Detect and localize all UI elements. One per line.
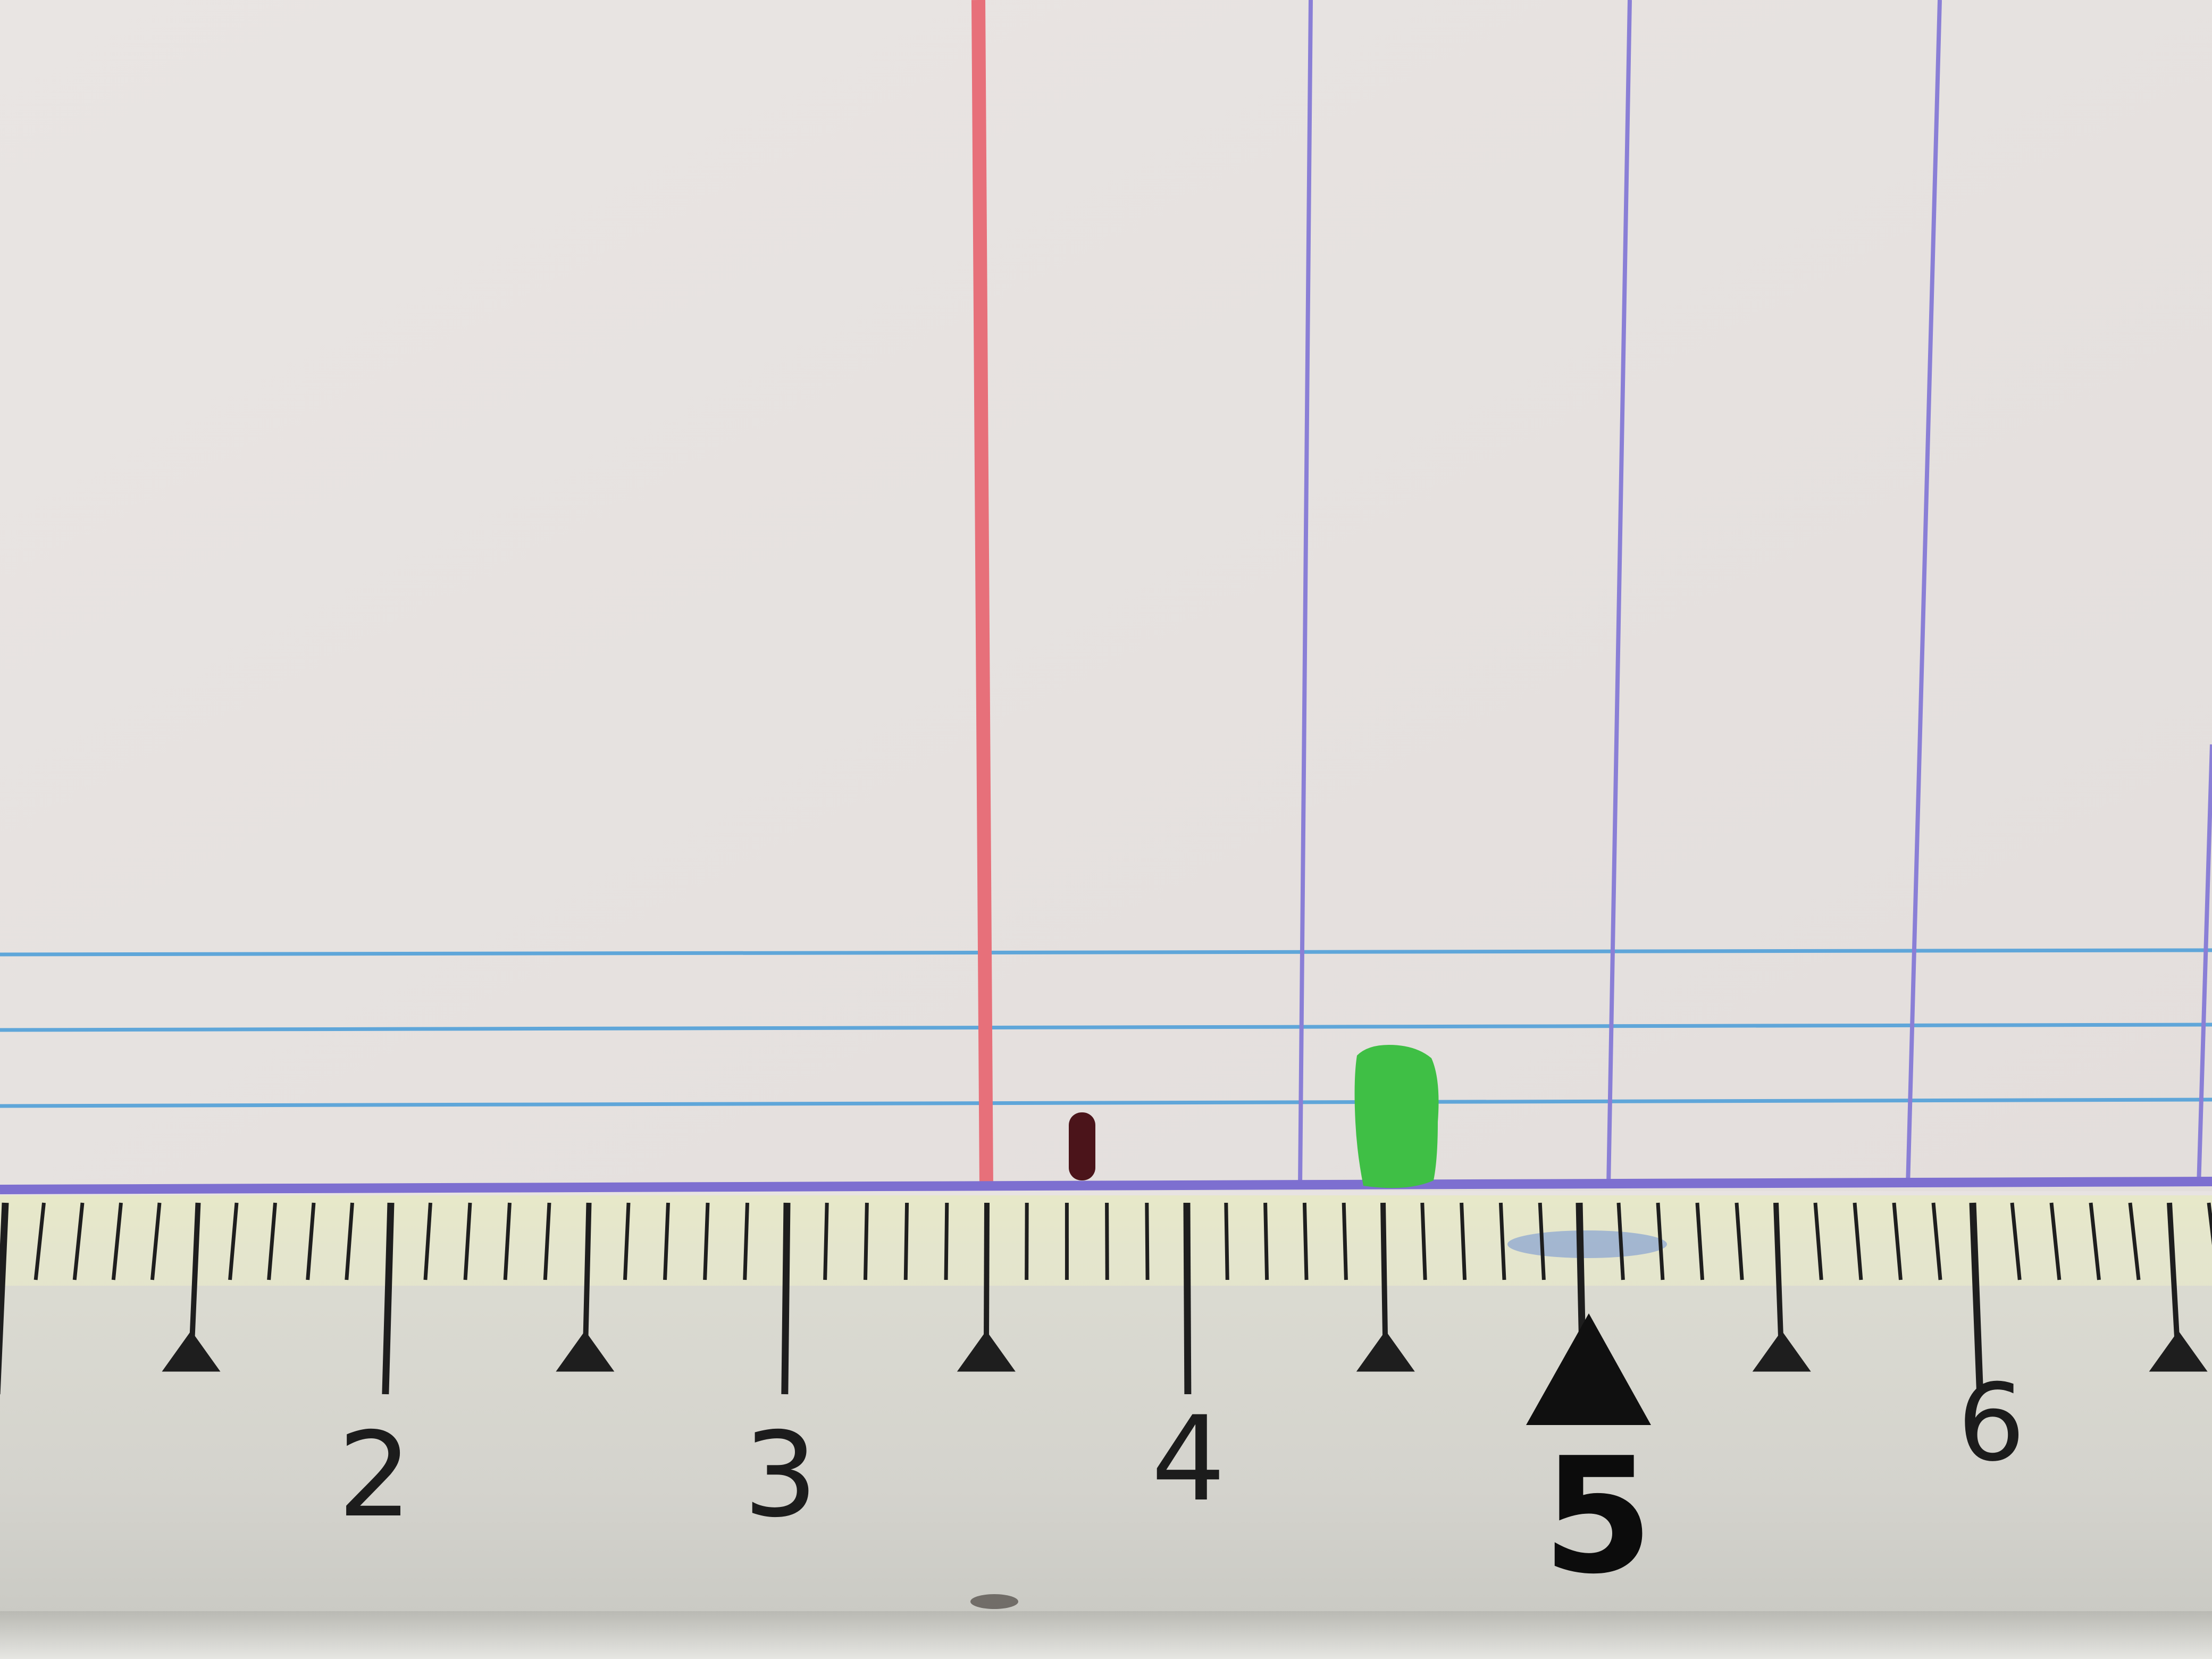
minor-tick (1813, 1202, 1823, 1280)
minor-tick (345, 1202, 354, 1280)
dirt-spot (970, 1594, 1018, 1609)
triangle-marker (556, 1330, 615, 1372)
minor-tick (1224, 1202, 1229, 1280)
ruler-bevel (0, 1611, 2212, 1659)
ruler-triangle-markers (162, 1313, 2208, 1425)
ruled-line (0, 1023, 2212, 1032)
major-tick (382, 1202, 395, 1395)
triangle-marker (957, 1330, 1016, 1372)
column-line (1298, 0, 1313, 1186)
minor-tick (267, 1202, 277, 1280)
minor-tick (2207, 1202, 2212, 1246)
paper-bottom-line (0, 1177, 2212, 1194)
minor-tick (1656, 1202, 1665, 1280)
minor-tick (463, 1202, 472, 1280)
minor-tick (1735, 1202, 1744, 1280)
minor-tick (1263, 1202, 1269, 1280)
minor-tick (863, 1202, 869, 1280)
minor-tick (663, 1202, 670, 1280)
ruler-label-4: 4 (1151, 1391, 1226, 1527)
major-tick (0, 1202, 9, 1395)
triangle-marker (2149, 1330, 2208, 1372)
minor-tick (72, 1202, 85, 1280)
minor-tick (703, 1202, 710, 1280)
minor-tick (1616, 1202, 1625, 1280)
ruler-label-2: 2 (338, 1407, 412, 1543)
column-lines (1298, 0, 2212, 1186)
ruler-label-6: 6 (1957, 1361, 2025, 1485)
triangle-marker (162, 1330, 221, 1372)
minor-tick (423, 1202, 432, 1280)
ruler-label-5: 5 (1543, 1423, 1654, 1609)
major-tick (1183, 1202, 1192, 1395)
major-tick (1969, 1202, 1984, 1395)
ruled-lines (0, 948, 2212, 1108)
minor-tick (1498, 1202, 1506, 1280)
dark-ink-mark (1069, 1112, 1095, 1180)
minor-tick (150, 1202, 162, 1280)
ink-marks (1069, 1045, 1439, 1188)
minor-tick (2128, 1202, 2141, 1280)
minor-tick (2089, 1202, 2101, 1280)
ruled-line (0, 1097, 2212, 1108)
minor-tick (228, 1202, 239, 1280)
large-triangle-marker (1526, 1313, 1651, 1425)
minor-tick (623, 1202, 631, 1280)
triangle-marker (1752, 1330, 1811, 1372)
minor-tick (2049, 1202, 2062, 1280)
minor-tick (1420, 1202, 1427, 1280)
minor-tick (503, 1202, 512, 1280)
minor-tick (823, 1202, 829, 1280)
minor-tick (1892, 1202, 1903, 1280)
ruler-label-3: 3 (743, 1407, 818, 1543)
column-line (2197, 744, 2212, 1186)
triangle-marker (1356, 1330, 1415, 1372)
minor-tick (1695, 1202, 1705, 1280)
major-tick (781, 1202, 791, 1395)
column-line (1906, 0, 1942, 1186)
minor-tick (33, 1202, 46, 1280)
minor-tick (2010, 1202, 2022, 1280)
minor-tick (1302, 1202, 1309, 1280)
minor-tick (1853, 1202, 1863, 1280)
minor-tick (1342, 1202, 1348, 1280)
minor-tick (1460, 1202, 1467, 1280)
notebook-paper (0, 0, 2212, 1191)
ink-smudge (1507, 1230, 1667, 1258)
minor-tick (306, 1202, 316, 1280)
minor-tick (903, 1202, 909, 1280)
minor-tick (111, 1202, 123, 1280)
minor-tick (1105, 1202, 1109, 1280)
column-line (1606, 0, 1632, 1186)
minor-tick (543, 1202, 551, 1280)
green-marker-mark (1354, 1045, 1439, 1188)
minor-tick (1931, 1202, 1942, 1280)
minor-tick (944, 1202, 949, 1280)
minor-tick (1538, 1202, 1546, 1280)
ruler-labels: 2 3 4 5 6 (338, 1361, 2025, 1609)
margin-line (971, 0, 993, 1189)
minor-tick (743, 1202, 749, 1280)
ruled-line (0, 948, 2212, 957)
